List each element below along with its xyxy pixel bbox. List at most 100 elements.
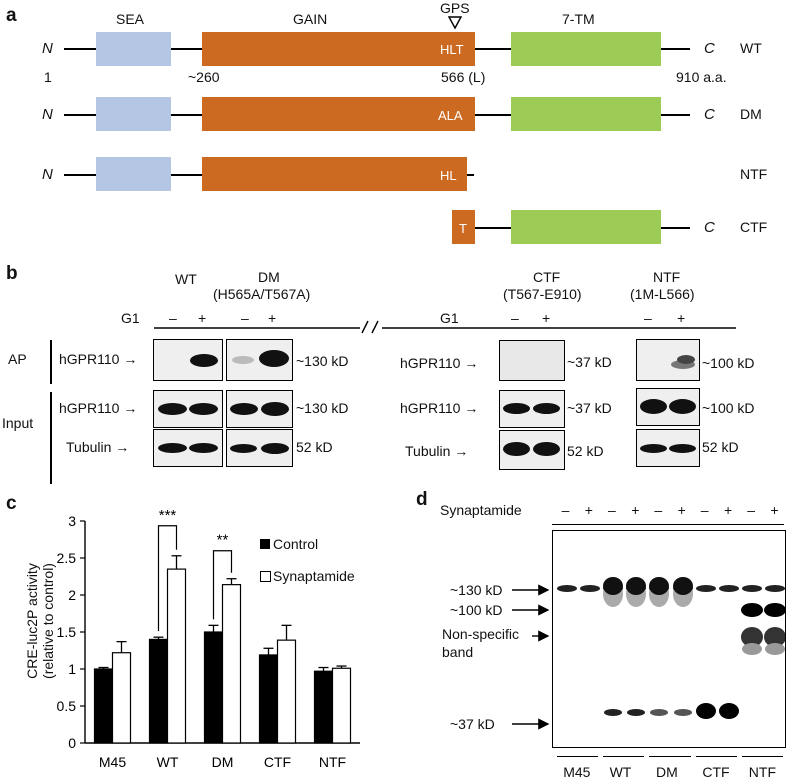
band-130 xyxy=(603,577,623,595)
dm-n-terminus: N xyxy=(42,106,53,123)
blot-d xyxy=(552,530,786,748)
gps-label: GPS xyxy=(440,0,470,16)
non-specific-band xyxy=(695,585,716,592)
panel-c-label: c xyxy=(6,493,17,514)
dm-gain-domain xyxy=(202,97,475,131)
size-52-ntf: 52 kD xyxy=(702,439,739,455)
ctf-ap-hgpr-label: hGPR110 → xyxy=(400,355,479,371)
x-tick-label: NTF xyxy=(319,754,346,770)
synaptamide-plus: + xyxy=(631,502,640,518)
synaptamide-minus: – xyxy=(700,502,709,518)
non-specific-band xyxy=(765,585,785,592)
dm-header-line1: DM xyxy=(258,269,280,285)
g1-plus: + xyxy=(677,310,686,326)
significance-label: *** xyxy=(159,507,177,524)
ap-label: AP xyxy=(8,351,27,367)
input-divider xyxy=(50,392,52,484)
lane-label-dm: DM xyxy=(656,764,678,780)
ntf-n-terminus: N xyxy=(42,166,53,183)
blot-wt-input xyxy=(153,390,223,428)
wt-n-terminus: N xyxy=(42,40,53,57)
wt-sea-domain xyxy=(96,32,171,66)
synaptamide-minus: – xyxy=(608,502,616,518)
wt-row-label: WT xyxy=(740,40,762,56)
lane-label-ctf: CTF xyxy=(702,764,730,780)
g1-plus: + xyxy=(542,310,551,326)
blot-ctf-ap xyxy=(499,340,565,381)
y-tick-label: 3 xyxy=(68,513,76,529)
g1-plus: + xyxy=(268,310,277,326)
7tm-label: 7-TM xyxy=(562,11,595,27)
smear xyxy=(765,643,785,655)
legend-control-swatch xyxy=(260,539,270,549)
x-tick-label: CTF xyxy=(264,754,291,770)
band-100 xyxy=(741,603,764,617)
wt-c-terminus: C xyxy=(704,40,715,57)
g1-plus: + xyxy=(198,310,207,326)
y-tick-label: 0.5 xyxy=(57,698,77,714)
size-130-input: ~130 kD xyxy=(296,400,349,416)
dm-c-terminus: C xyxy=(704,106,715,123)
g1-minus: – xyxy=(644,310,652,326)
blot-ntf-input xyxy=(636,388,700,426)
blot-dm-tubulin xyxy=(226,429,293,467)
ntf-sea-domain xyxy=(96,157,171,191)
input-label: Input xyxy=(2,415,34,431)
band-37 xyxy=(627,709,646,716)
non-specific-band xyxy=(579,585,600,592)
synaptamide-plus: + xyxy=(770,502,779,518)
dm-sea-domain xyxy=(96,97,171,131)
bar-control-ntf xyxy=(313,670,334,744)
ctf-input-hgpr-label: hGPR110 → xyxy=(400,400,479,416)
y-tick-label: 2.5 xyxy=(57,550,77,566)
ctf-header-line2: (T567-E910) xyxy=(503,286,582,302)
band-ntf-lower xyxy=(741,627,764,647)
bar-synaptamide-dm xyxy=(221,584,242,744)
blot-dm-ap xyxy=(226,339,293,381)
blot-wt-ap xyxy=(153,339,223,381)
bar-synaptamide-wt xyxy=(166,568,187,744)
marker-130: ~130 kD xyxy=(450,582,503,598)
wt-header: WT xyxy=(175,271,197,287)
blot-ctf-tubulin xyxy=(499,430,565,470)
g1-label-left: G1 xyxy=(121,310,140,326)
ctf-row-label: CTF xyxy=(740,219,768,235)
size-37-input: ~37 kD xyxy=(567,400,612,416)
non-specific-band xyxy=(556,585,577,592)
dm-row-label: DM xyxy=(740,106,762,122)
x-tick-label: WT xyxy=(157,754,179,770)
band-37-ctf xyxy=(719,703,739,719)
legend-control-label: Control xyxy=(273,536,319,552)
tubulin-label: Tubulin → xyxy=(66,439,130,455)
bar-synaptamide-m45 xyxy=(111,652,132,744)
band-37-ctf xyxy=(695,703,716,719)
marker-ns-line2: band xyxy=(442,644,474,660)
non-specific-band xyxy=(719,585,739,592)
size-37-ap: ~37 kD xyxy=(567,354,612,370)
dm-header-line2: (H565A/T567A) xyxy=(213,286,311,302)
synaptamide-minus: – xyxy=(561,502,570,518)
band-130 xyxy=(672,577,693,595)
band-37 xyxy=(673,709,692,716)
ntf-header-line1: NTF xyxy=(653,269,681,285)
synaptamide-minus: – xyxy=(747,502,755,518)
ctf-7tm-domain xyxy=(511,210,661,244)
synaptamide-plus: + xyxy=(584,502,593,518)
panel-a-label: a xyxy=(6,5,17,26)
synaptamide-plus: + xyxy=(724,502,733,518)
pos-566: 566 (L) xyxy=(441,69,486,85)
synaptamide-label: Synaptamide xyxy=(440,502,522,518)
input-hgpr-label: hGPR110 → xyxy=(59,400,138,416)
g1-minus: – xyxy=(241,310,249,326)
sea-label: SEA xyxy=(116,11,145,27)
bar-control-m45 xyxy=(93,668,114,744)
g1-minus: – xyxy=(169,310,177,326)
lane-label-m45: M45 xyxy=(563,764,591,780)
bar-synaptamide-ntf xyxy=(331,667,352,744)
y-tick-label: 0 xyxy=(68,735,76,751)
header-rule xyxy=(154,320,736,334)
bar-synaptamide-ctf xyxy=(276,639,297,744)
panel-d-top-rule xyxy=(552,524,784,526)
ylabel-line1: CRE-luc2P activity xyxy=(24,563,40,679)
blot-ctf-input xyxy=(499,390,565,428)
